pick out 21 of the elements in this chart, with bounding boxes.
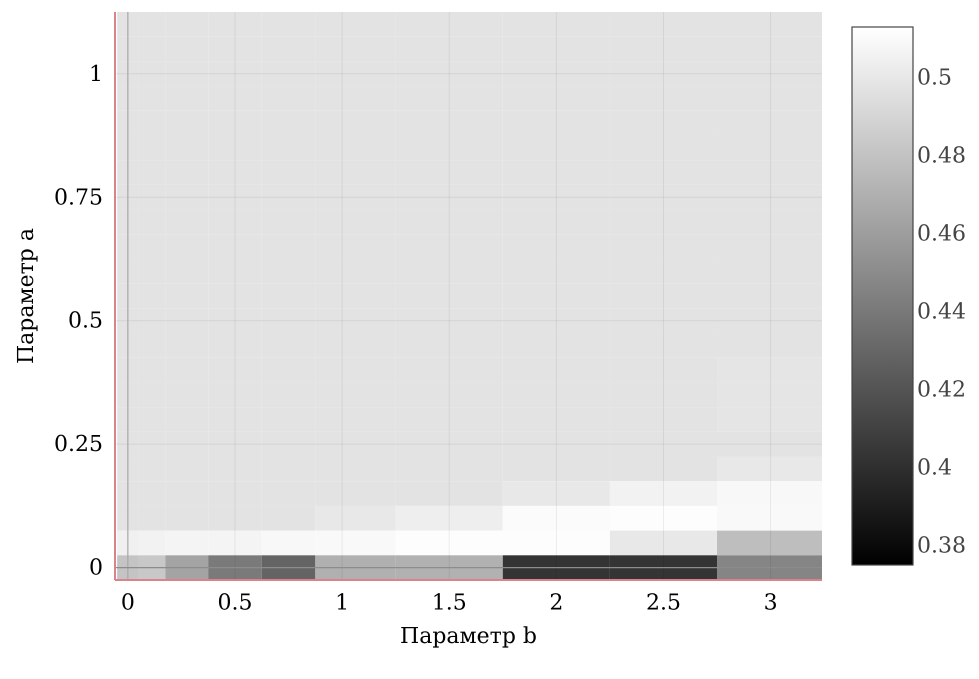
y-tick-label: 0.5	[68, 308, 103, 334]
y-tick-label: 0.75	[54, 185, 103, 210]
color-bar-label: 0.4	[917, 456, 952, 481]
x-axis-title: Параметр b	[400, 624, 537, 649]
x-tick-label: 1	[335, 590, 350, 616]
x-tick-label: 1.5	[432, 590, 467, 616]
x-tick-label: 0	[120, 590, 135, 616]
x-tick-label: 2.5	[646, 590, 681, 616]
y-tick-label: 0	[89, 556, 103, 581]
color-bar-label: 0.5	[917, 66, 952, 91]
color-bar-label: 0.38	[917, 534, 966, 559]
y-tick-label: 1	[89, 62, 103, 87]
y-axis-title: Параметр a	[14, 228, 39, 364]
x-tick-label: 0.5	[217, 590, 252, 616]
color-bar-label: 0.44	[917, 300, 966, 325]
color-bar-label: 0.46	[917, 222, 966, 247]
x-tick-label: 2	[549, 590, 564, 616]
color-bar-label: 0.48	[917, 144, 966, 169]
color-bar-label: 0.42	[917, 378, 966, 403]
y-tick-label: 0.25	[54, 432, 103, 458]
x-tick-label: 3	[764, 590, 778, 616]
